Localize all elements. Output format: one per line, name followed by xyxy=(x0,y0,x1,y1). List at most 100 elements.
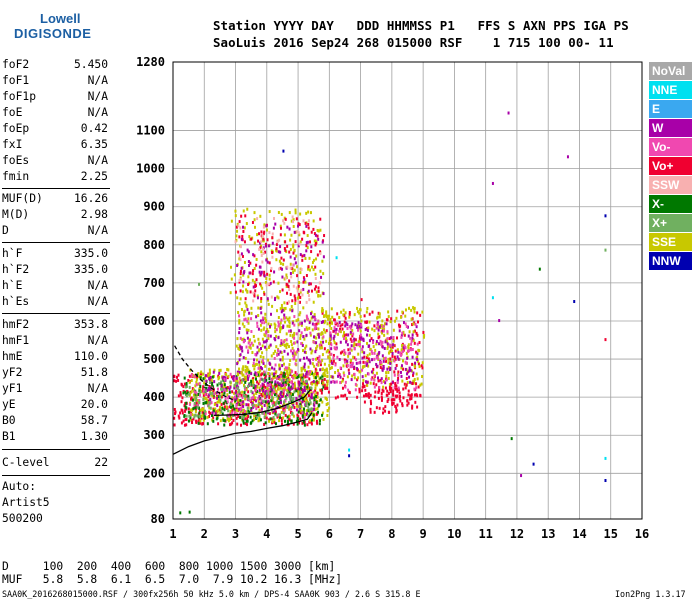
echo-point xyxy=(382,324,385,328)
echo-point xyxy=(248,311,251,315)
echo-point xyxy=(291,333,294,337)
echo-point xyxy=(366,354,369,358)
echo-point xyxy=(305,314,308,318)
echo-point xyxy=(243,377,246,381)
param-row: C-level 22 xyxy=(2,456,108,472)
echo-point xyxy=(290,275,293,279)
echo-point xyxy=(240,266,243,270)
echo-point xyxy=(207,404,210,408)
echo-point xyxy=(234,290,237,294)
echo-point xyxy=(288,371,291,375)
echo-point xyxy=(308,398,311,402)
param-value: N/A xyxy=(87,74,108,87)
echo-point xyxy=(394,404,397,408)
echo-point xyxy=(380,362,383,366)
echo-point xyxy=(396,389,399,393)
echo-point xyxy=(259,377,262,381)
echo-point xyxy=(322,417,325,421)
echo-point xyxy=(307,409,310,413)
x-tick-label: 13 xyxy=(541,527,555,541)
echo-point xyxy=(252,334,255,338)
echo-point xyxy=(198,417,201,421)
echo-point xyxy=(566,155,569,159)
echo-point xyxy=(279,343,282,347)
echo-point xyxy=(194,374,197,378)
echo-point xyxy=(219,395,222,399)
echo-point xyxy=(226,367,229,371)
echo-point xyxy=(247,377,250,381)
echo-point xyxy=(283,362,286,366)
echo-point xyxy=(245,414,248,418)
echo-point xyxy=(314,389,317,393)
echo-point xyxy=(353,365,356,369)
echo-point xyxy=(363,400,366,404)
echo-point xyxy=(246,248,249,252)
x-tick-label: 14 xyxy=(572,527,586,541)
echo-point xyxy=(406,325,409,329)
echo-point xyxy=(256,294,259,298)
echo-point xyxy=(192,393,195,397)
echo-point xyxy=(317,358,320,362)
echo-point xyxy=(306,240,309,244)
echo-point xyxy=(378,315,381,319)
echo-point xyxy=(261,405,264,409)
echo-point xyxy=(238,358,241,362)
echo-point xyxy=(201,410,204,414)
echo-point xyxy=(314,243,317,247)
echo-point xyxy=(264,374,267,378)
echo-point xyxy=(309,396,312,400)
echo-point xyxy=(322,272,325,276)
echo-point xyxy=(247,397,250,401)
echo-point xyxy=(351,339,354,343)
echo-point xyxy=(308,321,311,325)
echo-point xyxy=(277,394,280,398)
echo-point xyxy=(276,309,279,313)
echo-point xyxy=(197,382,200,386)
echo-point xyxy=(308,282,311,286)
echo-point xyxy=(308,268,311,272)
echo-point xyxy=(398,325,401,329)
echo-point xyxy=(319,368,322,372)
echo-point xyxy=(284,240,287,244)
echo-point xyxy=(381,340,384,344)
echo-point xyxy=(275,334,278,338)
echo-point xyxy=(406,370,409,374)
echo-point xyxy=(208,400,211,404)
echo-point xyxy=(238,314,241,318)
echo-point xyxy=(253,418,256,422)
echo-point xyxy=(298,223,301,227)
echo-point xyxy=(256,415,259,419)
echo-point xyxy=(322,292,325,296)
echo-point xyxy=(210,379,213,383)
echo-point xyxy=(389,366,392,370)
echo-point xyxy=(421,361,424,365)
echo-point xyxy=(297,380,300,384)
echo-point xyxy=(318,419,321,423)
echo-point xyxy=(258,388,261,392)
echo-point xyxy=(227,396,230,400)
echo-point xyxy=(277,296,280,300)
echo-point xyxy=(224,399,227,403)
dashed-trace-curve xyxy=(174,345,236,402)
echo-point xyxy=(382,365,385,369)
echo-point xyxy=(344,316,347,320)
echo-point xyxy=(255,415,258,419)
echo-point xyxy=(348,313,351,317)
echo-point xyxy=(319,228,322,232)
echo-point xyxy=(238,407,241,411)
echo-point xyxy=(287,377,290,381)
echo-point xyxy=(274,363,277,367)
echo-point xyxy=(317,289,320,293)
echo-point xyxy=(334,330,337,334)
echo-point xyxy=(339,381,342,385)
echo-point xyxy=(242,394,245,398)
echo-point xyxy=(314,272,317,276)
echo-point xyxy=(351,328,354,332)
echo-point xyxy=(225,405,228,409)
echo-point xyxy=(240,346,243,350)
echo-point xyxy=(262,237,265,241)
echo-point xyxy=(381,354,384,358)
echo-point xyxy=(189,413,192,417)
echo-point xyxy=(247,317,250,321)
chart-curves xyxy=(172,345,313,455)
